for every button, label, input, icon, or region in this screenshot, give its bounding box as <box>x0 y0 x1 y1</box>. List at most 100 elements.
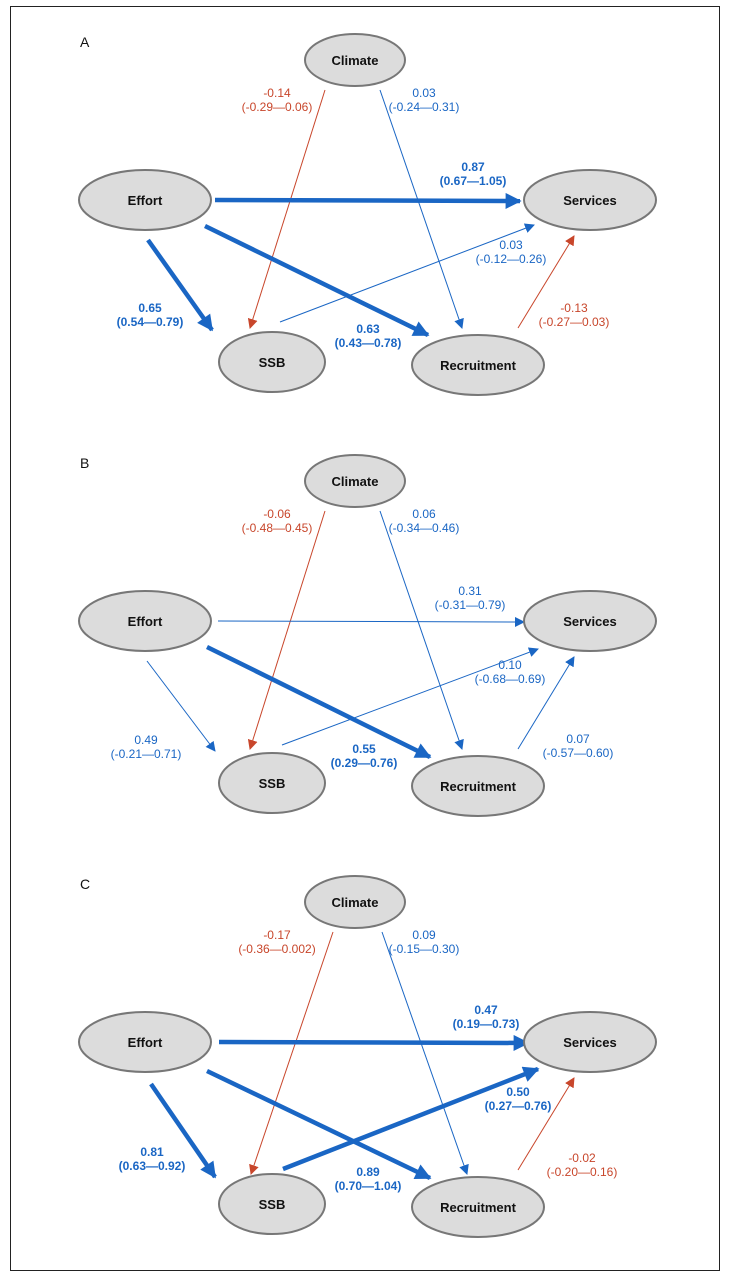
path-arrow-effort-to-services <box>214 192 522 209</box>
path-arrow-climate-to-ssb <box>247 89 326 329</box>
coef-value-climate-to-ssb: -0.06 <box>263 507 291 521</box>
coef-ci-effort-to-ssb: (0.54—0.79) <box>117 315 184 329</box>
panel-a: A Climate Effort Services SSB Recruitment -0.1… <box>78 33 657 396</box>
coef-ci-climate-to-recruitment: (-0.15—0.30) <box>389 942 460 956</box>
coef-value-ssb-to-services: 0.50 <box>506 1085 530 1099</box>
node-label-recruitment: Recruitment <box>440 358 517 373</box>
coef-value-effort-to-services: 0.31 <box>458 584 482 598</box>
path-arrow-recruitment-to-services <box>517 656 575 750</box>
coef-value-effort-to-recruitment: 0.63 <box>356 322 380 336</box>
coef-value-ssb-to-services: 0.03 <box>499 238 523 252</box>
node-effort <box>78 169 212 231</box>
coef-ci-recruitment-to-services: (-0.20—0.16) <box>547 1165 618 1179</box>
node-ssb <box>218 331 326 393</box>
panel-letter: C <box>80 876 90 892</box>
coef-value-effort-to-recruitment: 0.89 <box>356 1165 380 1179</box>
node-climate <box>304 454 406 508</box>
coef-ci-effort-to-recruitment: (0.29—0.76) <box>331 756 398 770</box>
path-arrow-climate-to-recruitment <box>381 931 469 1175</box>
node-climate <box>304 33 406 87</box>
path-arrow-recruitment-to-services <box>517 235 575 329</box>
coef-value-effort-to-recruitment: 0.55 <box>352 742 376 756</box>
panel-letter: B <box>80 455 89 471</box>
coef-value-effort-to-ssb: 0.81 <box>140 1145 164 1159</box>
path-arrow-effort-to-recruitment <box>206 644 432 760</box>
coef-ci-effort-to-services: (-0.31—0.79) <box>435 598 506 612</box>
coef-ci-climate-to-ssb: (-0.48—0.45) <box>242 521 313 535</box>
path-arrow-ssb-to-services <box>279 223 535 323</box>
coef-ci-recruitment-to-services: (-0.57—0.60) <box>543 746 614 760</box>
node-label-climate: Climate <box>332 474 379 489</box>
node-label-services: Services <box>563 614 617 629</box>
node-recruitment <box>411 1176 545 1238</box>
node-label-services: Services <box>563 1035 617 1050</box>
coef-value-recruitment-to-services: -0.02 <box>568 1151 596 1165</box>
coef-ci-effort-to-recruitment: (0.43—0.78) <box>335 336 402 350</box>
coef-ci-effort-to-services: (0.19—0.73) <box>453 1017 520 1031</box>
coef-value-recruitment-to-services: 0.07 <box>566 732 590 746</box>
coef-value-effort-to-services: 0.87 <box>461 160 485 174</box>
path-arrow-climate-to-recruitment <box>379 89 464 329</box>
coef-value-effort-to-services: 0.47 <box>474 1003 498 1017</box>
coef-value-climate-to-ssb: -0.17 <box>263 928 291 942</box>
node-label-effort: Effort <box>128 193 163 208</box>
node-label-effort: Effort <box>128 1035 163 1050</box>
node-label-services: Services <box>563 193 617 208</box>
coef-value-ssb-to-services: 0.10 <box>498 658 522 672</box>
path-arrow-effort-to-ssb <box>146 238 214 332</box>
path-arrow-effort-to-ssb <box>149 1082 217 1179</box>
node-label-recruitment: Recruitment <box>440 1200 517 1215</box>
coef-ci-effort-to-recruitment: (0.70—1.04) <box>335 1179 402 1193</box>
path-arrow-recruitment-to-services <box>517 1077 575 1171</box>
coef-value-climate-to-recruitment: 0.06 <box>412 507 436 521</box>
node-label-effort: Effort <box>128 614 163 629</box>
node-effort <box>78 1011 212 1073</box>
coef-ci-ssb-to-services: (-0.12—0.26) <box>476 252 547 266</box>
panel-b: B Climate Effort Services SSB Recruitment -0.0… <box>78 454 657 817</box>
path-arrow-effort-to-recruitment <box>204 223 430 338</box>
coef-ci-climate-to-recruitment: (-0.34—0.46) <box>389 521 460 535</box>
node-services <box>523 590 657 652</box>
node-services <box>523 169 657 231</box>
coef-value-climate-to-recruitment: 0.09 <box>412 928 436 942</box>
node-recruitment <box>411 755 545 817</box>
path-arrow-climate-to-ssb <box>247 510 326 750</box>
coef-ci-climate-to-recruitment: (-0.24—0.31) <box>389 100 460 114</box>
node-label-climate: Climate <box>332 53 379 68</box>
node-label-recruitment: Recruitment <box>440 779 517 794</box>
coef-value-effort-to-ssb: 0.65 <box>138 301 162 315</box>
coef-ci-ssb-to-services: (-0.68—0.69) <box>475 672 546 686</box>
node-ssb <box>218 752 326 814</box>
path-arrow-climate-to-ssb <box>249 931 334 1175</box>
path-arrow-effort-to-services <box>217 616 525 627</box>
panel-c: C Climate Effort Services SSB Recruitment -0.1… <box>78 875 657 1238</box>
node-effort <box>78 590 212 652</box>
node-climate <box>304 875 406 929</box>
coef-ci-climate-to-ssb: (-0.36—0.002) <box>238 942 315 956</box>
coef-value-effort-to-ssb: 0.49 <box>134 733 158 747</box>
path-arrow-ssb-to-services <box>282 1066 540 1172</box>
node-label-climate: Climate <box>332 895 379 910</box>
coef-ci-effort-to-ssb: (-0.21—0.71) <box>111 747 182 761</box>
path-arrow-ssb-to-services <box>281 647 539 746</box>
panel-letter: A <box>80 34 90 50</box>
path-arrow-effort-to-services <box>218 1034 530 1051</box>
coef-value-recruitment-to-services: -0.13 <box>560 301 588 315</box>
path-arrow-effort-to-recruitment <box>206 1068 432 1181</box>
coef-ci-effort-to-services: (0.67—1.05) <box>440 174 507 188</box>
coef-value-climate-to-recruitment: 0.03 <box>412 86 436 100</box>
coef-ci-recruitment-to-services: (-0.27—0.03) <box>539 315 610 329</box>
node-services <box>523 1011 657 1073</box>
node-label-ssb: SSB <box>259 776 286 791</box>
path-arrow-climate-to-recruitment <box>379 510 464 750</box>
coef-ci-climate-to-ssb: (-0.29—0.06) <box>242 100 313 114</box>
node-label-ssb: SSB <box>259 355 286 370</box>
node-ssb <box>218 1173 326 1235</box>
node-label-ssb: SSB <box>259 1197 286 1212</box>
coef-ci-effort-to-ssb: (0.63—0.92) <box>119 1159 186 1173</box>
coef-value-climate-to-ssb: -0.14 <box>263 86 291 100</box>
coef-ci-ssb-to-services: (0.27—0.76) <box>485 1099 552 1113</box>
path-arrow-effort-to-ssb <box>146 660 216 752</box>
node-recruitment <box>411 334 545 396</box>
